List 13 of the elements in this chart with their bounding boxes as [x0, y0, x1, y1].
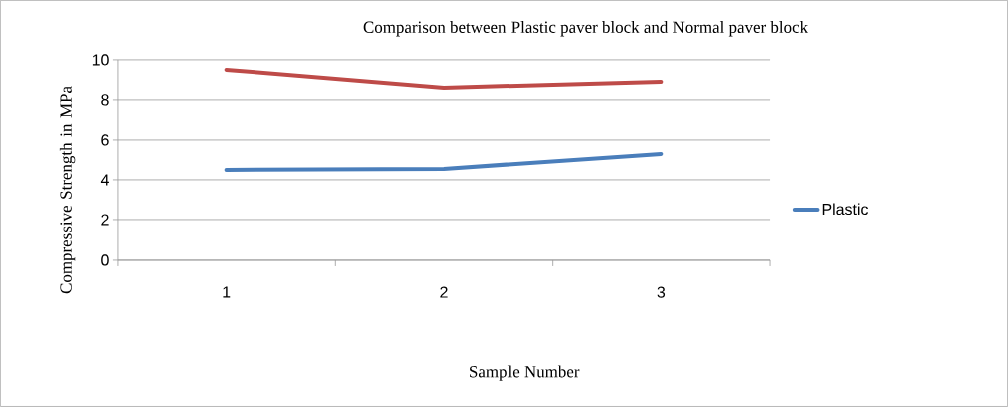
legend-label: Plastic [822, 203, 869, 216]
chart-title: Comparison between Plastic paver block and Normal paver block [363, 21, 809, 37]
y-tick-label: 0 [101, 254, 109, 266]
x-axis-title: Sample Number [470, 365, 580, 381]
y-tick-label: 8 [101, 94, 109, 106]
y-tick-label: 6 [101, 134, 109, 146]
y-tick-label: 10 [92, 54, 109, 66]
y-tick-label: 4 [100, 174, 109, 186]
x-tick-label: 2 [440, 286, 448, 298]
y-axis-title: Compressive Strength in MPa [59, 86, 76, 294]
y-tick-label: 2 [101, 214, 109, 226]
x-tick-label: 3 [657, 286, 666, 298]
x-tick-label: 1 [223, 286, 231, 298]
